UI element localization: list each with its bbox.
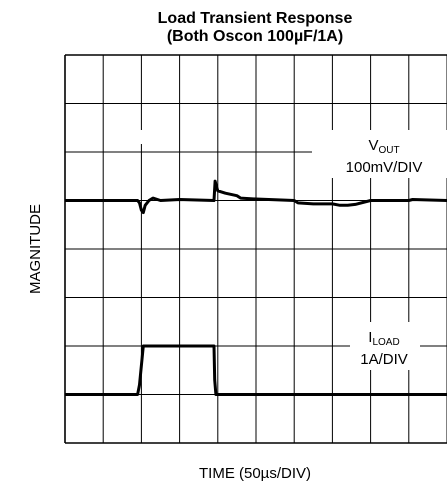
- chart-title-line2: (Both Oscon 100µF/1A): [167, 28, 343, 45]
- chart-title-line1: Load Transient Response: [158, 10, 353, 27]
- y-axis-label: MAGNITUDE: [27, 204, 44, 294]
- plot-grid: [64, 54, 447, 444]
- vout-annotation-backdrop: [312, 130, 447, 178]
- iload-trace: [65, 344, 447, 396]
- iload-annotation-backdrop: [350, 322, 420, 370]
- iload-main: I: [368, 329, 372, 346]
- vout-main: V: [368, 137, 378, 154]
- vout-trace: [65, 179, 447, 215]
- x-axis-label: TIME (50µs/DIV): [199, 465, 311, 482]
- vout-label-backdrop: [140, 130, 166, 144]
- vout-subscript: OUT: [378, 145, 399, 156]
- trace-group: [65, 179, 447, 396]
- iload-subscript: LOAD: [372, 337, 399, 348]
- iload-scale-label: 1A/DIV: [360, 351, 408, 368]
- vout-label: VOUT: [368, 137, 399, 156]
- vout-scale-label: 100mV/DIV: [346, 159, 423, 176]
- iload-label: ILOAD: [368, 329, 399, 348]
